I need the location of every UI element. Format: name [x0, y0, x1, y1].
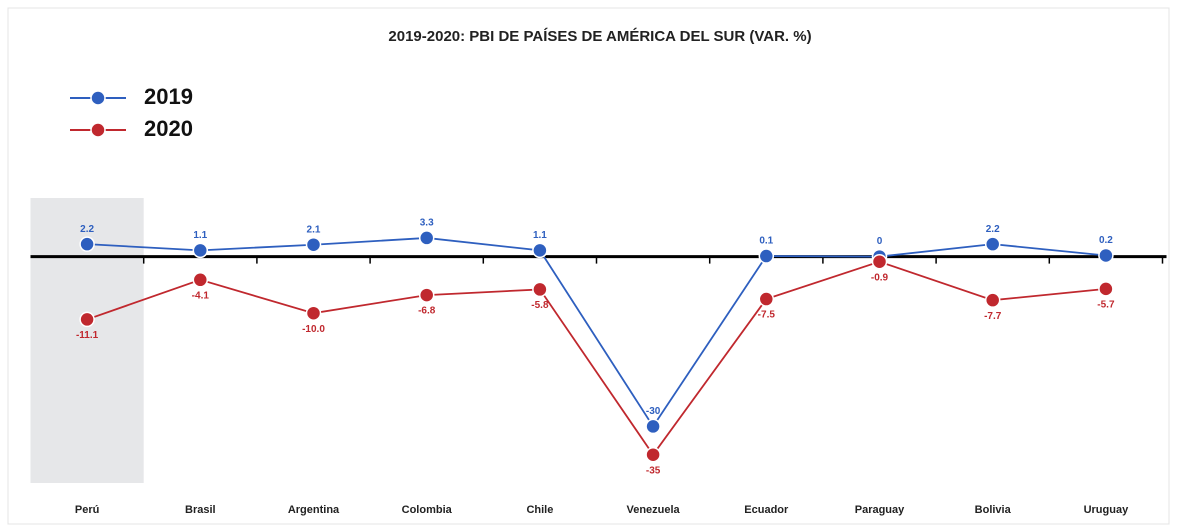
data-label: 1.1 — [193, 230, 207, 241]
x-tick-label: Chile — [526, 504, 553, 516]
marker — [192, 272, 209, 288]
x-tick-label: Uruguay — [1084, 504, 1130, 516]
x-tick-label: Colombia — [402, 504, 453, 516]
data-label: 0.1 — [759, 236, 773, 247]
data-label: 1.1 — [533, 230, 547, 241]
series-line — [86, 260, 1106, 457]
data-label: 0.2 — [1099, 235, 1113, 246]
data-label: -30 — [646, 406, 661, 417]
data-label: -7.5 — [758, 310, 776, 321]
data-label: 3.3 — [420, 218, 434, 229]
data-label: -7.7 — [984, 311, 1002, 322]
marker — [79, 236, 95, 252]
marker — [984, 236, 1001, 252]
x-tick-label: Perú — [75, 504, 99, 516]
legend-marker — [90, 122, 106, 138]
marker — [305, 305, 322, 321]
marker — [1098, 281, 1114, 297]
data-label: -5.8 — [531, 300, 549, 311]
marker — [758, 248, 775, 264]
data-label: -11.1 — [76, 330, 99, 341]
marker — [305, 236, 322, 253]
marker — [871, 253, 888, 270]
marker — [418, 287, 435, 303]
x-tick-label: Paraguay — [855, 504, 905, 516]
x-tick-label: Ecuador — [744, 504, 789, 516]
x-tick-label: Venezuela — [626, 504, 680, 516]
marker — [418, 230, 435, 246]
data-label: -0.9 — [871, 272, 889, 283]
legend-marker — [90, 90, 106, 106]
data-label: -4.1 — [192, 290, 210, 301]
series-line — [87, 237, 1106, 429]
x-tick-label: Brasil — [185, 504, 216, 516]
data-label: -10.0 — [302, 324, 325, 335]
marker — [532, 281, 548, 298]
data-label: 2.1 — [307, 224, 321, 235]
data-label: 0 — [877, 236, 883, 247]
marker — [758, 291, 775, 307]
data-label: -6.8 — [418, 306, 436, 317]
legend-label: 2019 — [144, 84, 193, 109]
chart-title: 2019-2020: PBI DE PAÍSES DE AMÉRICA DEL … — [388, 28, 811, 45]
marker — [192, 242, 209, 259]
data-label: 2.2 — [986, 224, 1000, 235]
x-tick-label: Bolivia — [975, 504, 1012, 516]
data-label: 2.2 — [80, 224, 94, 235]
x-tick-label: Argentina — [288, 504, 340, 516]
marker — [984, 292, 1001, 308]
data-label: -35 — [646, 465, 661, 476]
marker — [645, 446, 661, 463]
chart-frame — [7, 7, 1170, 525]
marker — [1098, 247, 1114, 264]
data-label: -5.7 — [1097, 300, 1115, 311]
marker — [79, 311, 95, 328]
legend-label: 2020 — [144, 116, 193, 141]
marker — [645, 418, 661, 435]
marker — [532, 242, 548, 259]
